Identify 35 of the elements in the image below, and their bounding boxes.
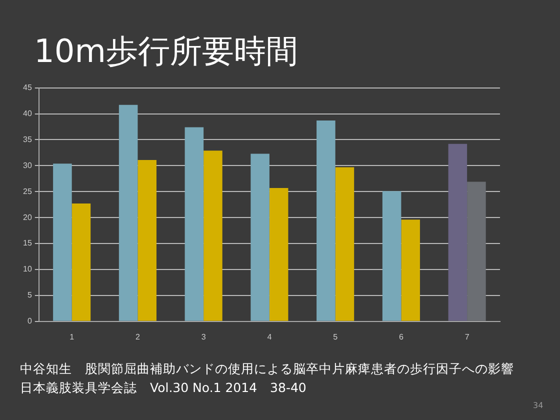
bar	[467, 182, 486, 321]
y-tick-label: 25	[22, 186, 32, 196]
y-tick-label: 0	[27, 316, 32, 326]
bar	[184, 127, 204, 321]
text: 中谷知生 股関節屈曲補助バンドの使用による脳卒中片麻痺患者の歩行因子への影響	[20, 361, 514, 378]
bar	[138, 160, 156, 321]
bar	[382, 191, 402, 321]
bar	[250, 154, 270, 321]
x-tick-label: 3	[201, 332, 206, 342]
bar	[316, 120, 336, 321]
chart-title: 10m歩行所要時間	[34, 31, 298, 72]
y-tick-label: 15	[22, 238, 32, 248]
bar	[269, 188, 288, 321]
bar	[401, 220, 420, 321]
text: 日本義肢装具学会誌 Vol.30 No.1 2014 38-40	[20, 380, 306, 397]
y-tick-label: 30	[22, 160, 32, 170]
bar	[335, 167, 354, 321]
x-tick-label: 1	[70, 332, 75, 342]
x-tick-label: 7	[464, 332, 470, 342]
x-tick-label: 4	[267, 332, 272, 342]
y-tick-label: 35	[22, 134, 32, 144]
y-tick-label: 40	[22, 108, 32, 118]
bar	[53, 164, 72, 321]
y-tick-label: 10	[22, 264, 32, 274]
text: 34	[533, 401, 544, 410]
x-tick-label: 6	[398, 332, 404, 342]
bar	[72, 204, 91, 321]
x-tick-label: 2	[135, 332, 140, 342]
bar	[448, 144, 468, 321]
y-tick-label: 45	[22, 83, 32, 92]
bar	[118, 104, 138, 321]
bar	[204, 150, 222, 321]
x-tick-label: 5	[333, 332, 338, 342]
y-tick-label: 5	[27, 290, 32, 300]
y-tick-label: 20	[22, 212, 32, 222]
